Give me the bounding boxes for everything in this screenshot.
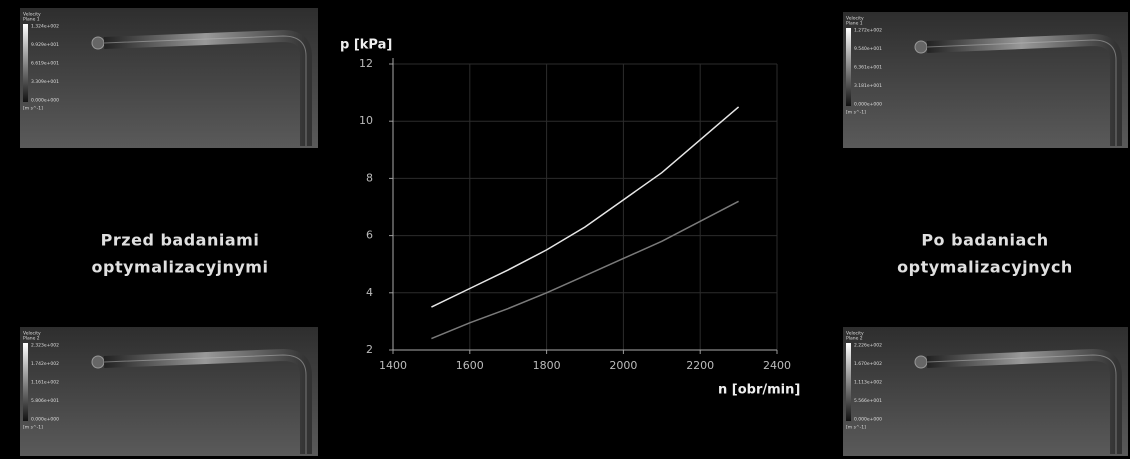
y-tick-label: 12 xyxy=(359,57,373,70)
pipe-inlet xyxy=(92,356,104,368)
legend-value: 1.742e+002 xyxy=(31,361,59,367)
x-tick-label: 2200 xyxy=(686,359,714,372)
pipe-inlet xyxy=(915,356,927,368)
legend-bar xyxy=(846,343,851,421)
legend-unit: [m s^-1] xyxy=(23,425,43,431)
legend-unit: [m s^-1] xyxy=(846,110,866,116)
legend-value: 1.113e+002 xyxy=(854,380,882,386)
legend-unit: [m s^-1] xyxy=(23,106,43,112)
x-tick-label: 2400 xyxy=(763,359,791,372)
x-tick-label: 1400 xyxy=(379,359,407,372)
x-tick-label: 1600 xyxy=(456,359,484,372)
pipe-inlet xyxy=(92,37,104,49)
legend-value: 3.181e+001 xyxy=(854,83,882,89)
legend-bar xyxy=(23,24,28,102)
panel-plane: Plane 2 xyxy=(23,336,40,342)
legend-value: 0.000e+000 xyxy=(31,417,59,423)
legend-value: 6.619e+001 xyxy=(31,61,59,67)
panel-bg xyxy=(843,12,1128,148)
panel-bg xyxy=(20,8,318,148)
caption: optymalizacyjnymi xyxy=(92,258,269,277)
panel-plane: Plane 1 xyxy=(846,21,863,27)
y-tick-label: 4 xyxy=(366,286,373,299)
legend-value: 9.929e+001 xyxy=(31,42,59,48)
legend-value: 1.324e+002 xyxy=(31,24,59,30)
x-tick-label: 2000 xyxy=(609,359,637,372)
x-tick-label: 1800 xyxy=(533,359,561,372)
panel-bg xyxy=(20,327,318,456)
legend-value: 0.000e+000 xyxy=(854,102,882,108)
legend-value: 3.309e+001 xyxy=(31,79,59,85)
legend-value: 2.323e+002 xyxy=(31,343,59,349)
legend-value: 2.226e+002 xyxy=(854,343,882,349)
panel-plane: Plane 1 xyxy=(23,17,40,23)
y-tick-label: 6 xyxy=(366,229,373,242)
y-axis-label: p [kPa] xyxy=(340,38,392,53)
caption: Po badaniach xyxy=(921,231,1048,250)
caption: Przed badaniami xyxy=(101,231,260,250)
y-tick-label: 8 xyxy=(366,171,373,184)
y-tick-label: 10 xyxy=(359,114,373,127)
legend-value: 1.161e+002 xyxy=(31,380,59,386)
panel-plane: Plane 2 xyxy=(846,336,863,342)
legend-value: 1.670e+002 xyxy=(854,361,882,367)
legend-unit: [m s^-1] xyxy=(846,425,866,431)
legend-value: 1.272e+002 xyxy=(854,28,882,34)
legend-bar xyxy=(23,343,28,421)
x-axis-label: n [obr/min] xyxy=(718,383,800,398)
legend-value: 5.806e+001 xyxy=(31,398,59,404)
legend-value: 0.000e+000 xyxy=(854,417,882,423)
screen: p [kPa] n [obr/min] Przed badaniami opty… xyxy=(0,0,1130,459)
legend-value: 0.000e+000 xyxy=(31,98,59,104)
y-tick-label: 2 xyxy=(366,343,373,356)
panel-bg xyxy=(843,327,1128,456)
pipe-inlet xyxy=(915,41,927,53)
legend-value: 9.540e+001 xyxy=(854,46,882,52)
legend-value: 5.566e+001 xyxy=(854,398,882,404)
legend-bar xyxy=(846,28,851,106)
caption: optymalizacyjnych xyxy=(897,258,1073,277)
legend-value: 6.361e+001 xyxy=(854,65,882,71)
